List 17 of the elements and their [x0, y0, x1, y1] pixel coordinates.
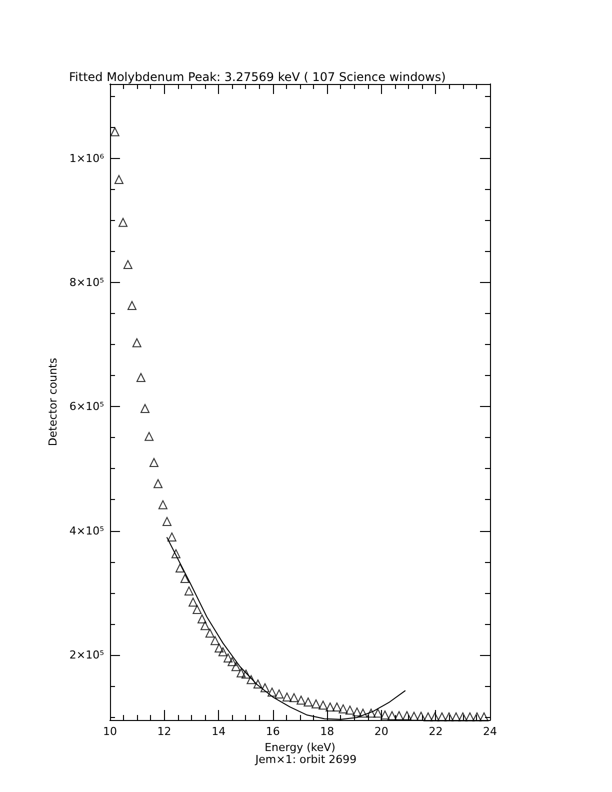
y-tick-label: 2×10⁵	[69, 648, 104, 662]
y-tick-label: 6×10⁵	[69, 400, 104, 414]
text: Jem×1: orbit 2699	[254, 753, 357, 766]
x-axis-title: Energy (keV)	[264, 740, 336, 754]
x-tick-label: 22	[428, 725, 443, 738]
chart-title: Fitted Molybdenum Peak: 3.27569 keV ( 107 Science windows)	[69, 70, 446, 84]
y-axis-title: Detector counts	[46, 358, 60, 446]
x-tick-label: 14	[212, 725, 226, 738]
y-tick-label: 1×10⁶	[69, 152, 105, 165]
x-tick-label: 16	[266, 725, 280, 738]
x-tick-label: 18	[320, 725, 334, 738]
x-tick-label: 12	[157, 725, 172, 738]
y-tick-label: 4×10⁵	[69, 524, 104, 538]
x-tick-label: 20	[374, 725, 388, 738]
x-tick-label: 10	[103, 725, 117, 738]
x-tick-label: 24	[483, 725, 497, 738]
y-tick-label: 8×10⁵	[69, 276, 104, 290]
